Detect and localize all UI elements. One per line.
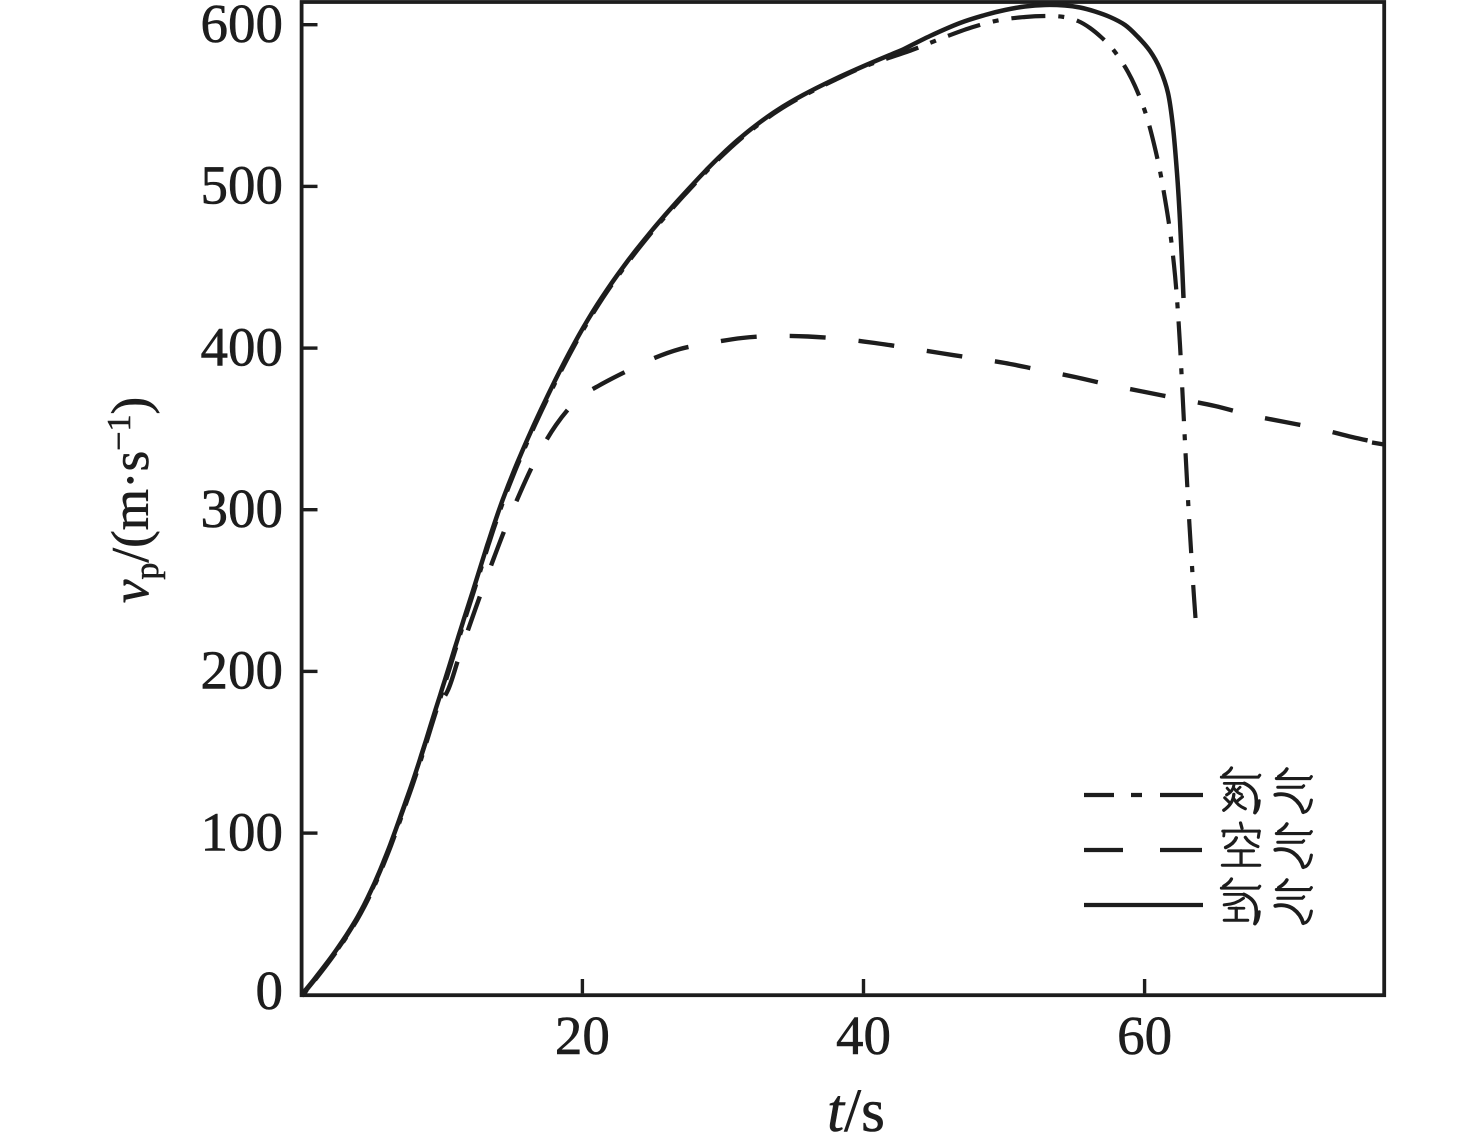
svg-text:500: 500: [201, 155, 284, 216]
svg-text:600: 600: [201, 0, 284, 54]
svg-text:0: 0: [256, 960, 284, 1021]
svg-text:400: 400: [201, 316, 284, 377]
svg-text:20: 20: [555, 1005, 610, 1066]
svg-text:200: 200: [201, 640, 284, 701]
svg-text:40: 40: [836, 1005, 891, 1066]
svg-text:t/s: t/s: [827, 1078, 885, 1145]
svg-text:60: 60: [1117, 1005, 1172, 1066]
svg-text:100: 100: [201, 801, 284, 862]
svg-text:vp/(m·s−1): vp/(m·s−1): [101, 397, 166, 603]
svg-text:300: 300: [201, 478, 284, 539]
